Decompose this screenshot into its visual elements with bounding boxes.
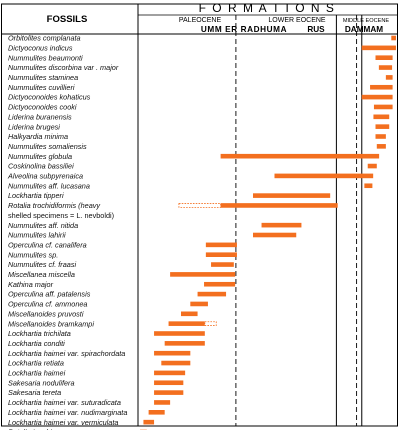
fossil-name: Operculina cf. canalifera — [8, 240, 87, 249]
range-bar — [205, 252, 237, 257]
range-bar — [170, 272, 236, 277]
fossil-name: Alveolina subpyrenaica — [7, 172, 83, 181]
range-bar — [375, 55, 393, 60]
formations-title: F O R M A T I O N S — [199, 1, 336, 15]
fossil-name: Nummulites cuvillieri — [8, 83, 75, 92]
fossil-name: Halkyardia minima — [8, 132, 68, 141]
range-bar — [180, 311, 198, 317]
range-bar — [373, 104, 393, 110]
fossil-name: Operculina aff. patalensis — [8, 290, 91, 299]
range-bar — [154, 350, 191, 356]
formation-label-dammam: DAMMAM — [345, 25, 383, 34]
range-bar — [197, 291, 227, 297]
range-bar — [190, 301, 208, 307]
range-bar — [375, 124, 390, 129]
range-bar — [375, 134, 386, 139]
range-bar — [211, 262, 234, 267]
range-bar — [143, 419, 155, 425]
range-bar — [154, 331, 205, 336]
chart-frame — [1, 3, 398, 427]
chart-boundaries — [235, 15, 363, 426]
range-bar — [220, 203, 338, 208]
range-bar — [391, 35, 396, 41]
range-bar — [361, 45, 396, 51]
fossil-name: Lockhartia haimei var. spirachordata — [8, 349, 125, 358]
range-bar — [252, 193, 331, 198]
fossil-name: Lockhartia tipperi — [8, 191, 64, 200]
range-bars — [140, 35, 396, 430]
fossil-name: Miscellanea miscella — [8, 270, 75, 279]
range-bar — [361, 94, 393, 100]
fossil-name: Lockhartia conditi — [8, 339, 65, 348]
range-bar — [154, 370, 186, 376]
range-bar-uncertain — [204, 321, 217, 326]
range-bar — [367, 163, 377, 169]
fossil-name: Sakesaria nodulifera — [8, 378, 75, 387]
fossil-name: Lockhartia retiata — [8, 359, 64, 368]
fossil-name: Nummulites beaumonti — [8, 53, 83, 62]
fossil-name: Nummulites sp. — [8, 250, 58, 259]
range-bar — [205, 242, 237, 248]
range-bar — [148, 410, 165, 415]
range-bar — [376, 144, 386, 149]
range-bar — [154, 390, 184, 395]
range-bar — [252, 232, 297, 238]
fossil-name: Rotalia trochidiformis (heavy — [8, 201, 101, 210]
range-bar — [204, 281, 236, 287]
fossil-name: Rotalia jacobi — [8, 428, 52, 430]
chart-header: FOSSILS F O R M A T I O N S PALEOCENE LO… — [47, 1, 390, 34]
fossil-name: Orbitolites complanata — [8, 34, 81, 43]
epoch-label-lower-eocene: LOWER EOCENE — [268, 17, 326, 24]
fossil-name: Sakesaria tereta — [8, 388, 61, 397]
fossil-name: Dictyoconus indicus — [8, 43, 73, 52]
fossil-name: Dictyoconoides cooki — [8, 103, 77, 112]
fossil-name: Coskinolina bassiliei — [8, 162, 74, 171]
fossil-name: Lockhartia haimei var. suturadicata — [8, 398, 121, 407]
range-bar — [154, 400, 171, 405]
range-bar — [378, 65, 393, 70]
fossil-name: Lockhartia trichilata — [8, 329, 71, 338]
range-bar — [364, 183, 373, 189]
range-bar — [373, 114, 390, 120]
fossil-name: Nummulites lahirii — [8, 231, 66, 240]
formation-label-rus: RUS — [307, 25, 325, 34]
fossil-name: Miscellanoides pruvosti — [8, 309, 84, 318]
fossil-name: Nummulites discorbina var . major — [8, 63, 119, 72]
fossil-name: Dictyoconoides kohaticus — [8, 93, 91, 102]
outer-border — [1, 3, 398, 427]
fossil-name: Lockhartia haimei var. nudimarginata — [8, 408, 127, 417]
formation-label-umm-er-radhuma: UMM ER RADHUMA — [201, 25, 287, 34]
fossil-name: Nummulites somaliensis — [8, 142, 87, 151]
range-bar — [261, 222, 302, 228]
range-bar — [274, 173, 374, 179]
range-bar — [164, 341, 205, 346]
fossil-name: Lockhartia haimei var. vermiculata — [8, 418, 118, 427]
fossil-name: Nummulites globula — [8, 152, 72, 161]
fossil-name: Liderina brugesi — [8, 122, 60, 131]
range-bar — [154, 380, 184, 386]
fossil-name: Kathina major — [8, 280, 54, 289]
range-bar — [161, 360, 191, 366]
fossil-name: Operculina cf. ammonea — [8, 300, 88, 309]
range-bar — [168, 321, 205, 326]
fossil-name: Nummulites aff. lucasana — [8, 181, 90, 190]
fossil-name: Liderina buranensis — [8, 112, 72, 121]
fossil-name: Nummulites cf. fraasi — [8, 260, 76, 269]
fossil-name: Miscellanoides bramkampi — [8, 319, 94, 328]
range-bar-uncertain — [178, 203, 222, 208]
range-bar — [220, 153, 380, 159]
range-bar — [385, 75, 393, 80]
fossil-name: Lockhartia haimei — [8, 369, 66, 378]
fossil-name-continued: shelled specimens = L. nevboldi) — [8, 211, 114, 220]
fossil-name: Nummulites aff. nitida — [8, 221, 78, 230]
epoch-label-middle-eocene: MIDDLE EOCENE — [343, 18, 390, 24]
fossil-name: Nummulites staminea — [8, 73, 78, 82]
fossils-column-label: FOSSILS — [47, 14, 88, 25]
epoch-label-paleocene: PALEOCENE — [179, 17, 222, 24]
range-bar — [370, 84, 393, 90]
